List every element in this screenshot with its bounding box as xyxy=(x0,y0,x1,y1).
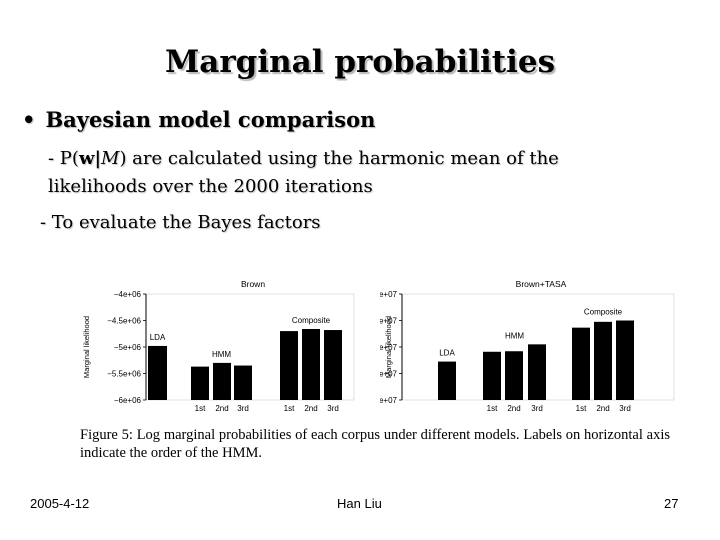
x-tick-label: 2nd xyxy=(596,404,609,413)
y-tick-label: −5e+06 xyxy=(114,343,142,352)
y-tick-label: −8e+07 xyxy=(380,396,398,405)
x-tick-label: 3rd xyxy=(619,404,631,413)
sub-point-1-line1: ) are calculated using the harmonic mean… xyxy=(119,148,559,169)
x-tick-label: 1st xyxy=(487,404,498,413)
footer-page-number: 27 xyxy=(664,496,679,511)
sub-point-1-bar: | xyxy=(94,148,101,169)
bar-composite-3 xyxy=(324,330,342,400)
x-tick-label: 3rd xyxy=(531,404,543,413)
sub-point-1-dash: - P( xyxy=(48,148,79,169)
bullet-dot-icon: • xyxy=(22,107,36,132)
group-label-hmm: HMM xyxy=(212,350,231,359)
x-tick-label: 1st xyxy=(284,404,295,413)
bar-hmm-1 xyxy=(483,351,501,400)
bar-hmm-1 xyxy=(191,366,209,400)
y-axis-label: Marginal likelihood xyxy=(82,316,91,378)
group-label-composite: Composite xyxy=(292,316,331,325)
bullet-item: • Bayesian model comparison xyxy=(22,107,375,132)
model-symbol: M xyxy=(101,148,120,169)
sub-point-1-line2: likelihoods over the 2000 iterations xyxy=(48,176,373,197)
x-tick-label: 3rd xyxy=(327,404,339,413)
x-tick-label: 1st xyxy=(576,404,587,413)
group-label-lda: LDA xyxy=(150,333,166,342)
footer-author: Han Liu xyxy=(337,496,382,511)
bar-composite-1 xyxy=(280,331,298,400)
bar-lda-1 xyxy=(438,361,456,400)
x-tick-label: 2nd xyxy=(304,404,317,413)
bar-hmm-2 xyxy=(213,362,231,400)
figure-caption: Figure 5: Log marginal probabilities of … xyxy=(80,427,670,461)
chart-brown-tasa: Brown+TASA Marginal likelihood −4e+07 −5e+0… xyxy=(380,279,675,413)
bar-composite-1 xyxy=(572,327,590,400)
y-axis-label: Marginal likelihood xyxy=(384,316,393,378)
bullet-text: Bayesian model comparison xyxy=(45,107,376,132)
bar-composite-3 xyxy=(616,320,634,400)
sub-point-1-w: w xyxy=(78,148,95,169)
bar-composite-2 xyxy=(302,328,320,400)
y-tick-label: −4.5e+06 xyxy=(107,317,141,326)
group-label-hmm: HMM xyxy=(505,331,524,340)
sub-point-1: - P(w|M) are calculated using the harmon… xyxy=(48,145,708,201)
x-tick-label: 1st xyxy=(195,404,206,413)
y-tick-label: −4e+07 xyxy=(380,290,398,299)
bar-composite-2 xyxy=(594,321,612,400)
group-label-lda: LDA xyxy=(439,349,455,358)
bar-hmm-2 xyxy=(505,351,523,400)
y-tick-label: −4e+06 xyxy=(114,290,142,299)
bar-lda-1 xyxy=(148,345,167,400)
y-tick-label: −5.5e+06 xyxy=(107,370,141,379)
x-tick-label: 2nd xyxy=(215,404,228,413)
y-tick-label: −6e+07 xyxy=(380,343,398,352)
chart-title: Brown+TASA xyxy=(516,279,567,289)
y-tick-label: −7e+07 xyxy=(380,370,398,379)
bar-hmm-3 xyxy=(234,365,252,400)
slide-title: Marginal probabilities xyxy=(164,44,556,80)
bar-hmm-3 xyxy=(528,344,546,400)
group-label-composite: Composite xyxy=(584,308,623,317)
footer-date: 2005-4-12 xyxy=(30,496,90,511)
chart-brown: Brown Marginal likelihood −4e+06 −4.5e+06 −5… xyxy=(82,279,355,413)
x-tick-label: 2nd xyxy=(507,404,520,413)
x-tick-label: 3rd xyxy=(237,404,249,413)
sub-point-2: - To evaluate the Bayes factors xyxy=(40,212,321,233)
y-tick-label: −5e+07 xyxy=(380,317,398,326)
chart-title: Brown xyxy=(241,279,265,289)
y-tick-label: −6e+06 xyxy=(114,396,142,405)
